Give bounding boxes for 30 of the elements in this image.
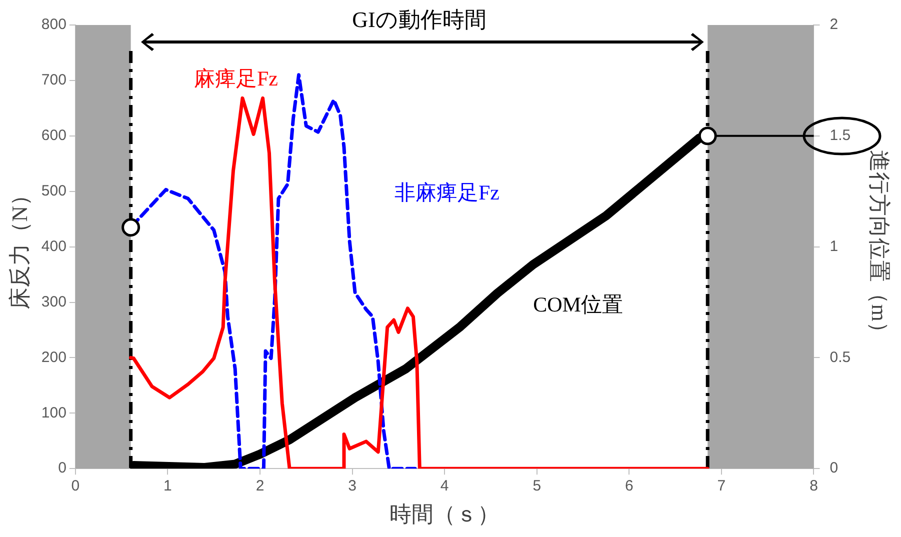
y-tick-label: 0 xyxy=(58,460,66,477)
y-tick-label: 500 xyxy=(41,182,66,200)
text: 非麻痺足Fz xyxy=(394,180,500,205)
y2-tick-label: 0.5 xyxy=(830,348,851,366)
x-tick-label: 2 xyxy=(256,478,264,495)
x-tick-label: 5 xyxy=(532,478,542,495)
y-tick-label: 600 xyxy=(41,127,66,144)
series-label: COM位置 xyxy=(533,292,623,317)
y2-tick-label: 0 xyxy=(830,460,838,477)
annotation: GIの動作時間 xyxy=(352,6,486,32)
y-tick-label: 400 xyxy=(41,238,66,255)
y-tick-label: 100 xyxy=(41,404,66,422)
y-axis-title: 床反力（N） xyxy=(6,184,32,310)
x-axis-title: 時間（ｓ） xyxy=(390,502,500,527)
series-label: 麻痺足Fz xyxy=(194,66,278,91)
y2-tick-label: 2 xyxy=(830,16,838,34)
x-tick-label: 1 xyxy=(164,478,172,495)
x-tick-label: 8 xyxy=(810,478,818,495)
y-tick-label: 200 xyxy=(41,348,66,366)
y-tick-label: 300 xyxy=(41,293,66,310)
y2-tick-label: 1 xyxy=(830,238,838,255)
y-tick-label: 700 xyxy=(41,72,66,89)
x-tick-label: 3 xyxy=(348,478,356,495)
x-tick-label: 7 xyxy=(717,478,726,495)
x-tick-label: 6 xyxy=(624,478,634,495)
x-tick-label: 0 xyxy=(71,478,80,495)
y-tick-label: 800 xyxy=(41,16,66,34)
y2-axis-title: 進行方向位置（m） xyxy=(867,150,892,344)
x-tick-label: 4 xyxy=(440,478,449,495)
y2-tick-label: 1.5 xyxy=(830,127,851,144)
